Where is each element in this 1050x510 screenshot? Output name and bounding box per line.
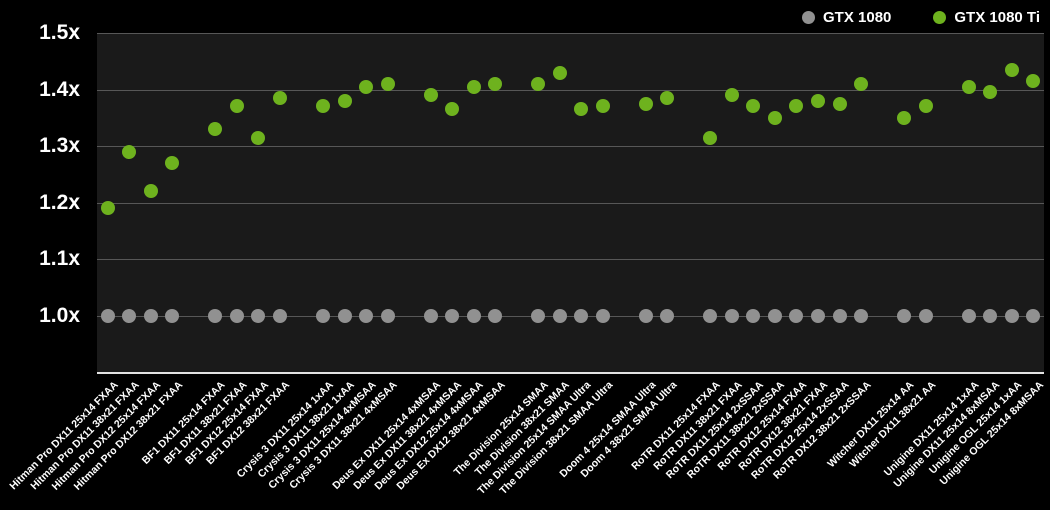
- data-point-gtx-1080: [531, 308, 546, 323]
- data-point-gtx-1080: [359, 308, 374, 323]
- data-point-gtx-1080: [251, 308, 266, 323]
- y-tick-label: 1.2x: [39, 190, 80, 214]
- data-point-gtx-1080: [724, 308, 739, 323]
- data-point-gtx-1080: [380, 308, 395, 323]
- data-point-gtx-1080: [423, 308, 438, 323]
- gridline: [97, 89, 1044, 91]
- data-point-gtx-1080-ti: [703, 130, 718, 145]
- data-point-gtx-1080-ti: [918, 99, 933, 114]
- data-point-gtx-1080-ti: [746, 99, 761, 114]
- legend-item-gtx-1080-ti: GTX 1080 Ti: [933, 9, 1040, 26]
- data-point-gtx-1080: [315, 308, 330, 323]
- data-point-gtx-1080-ti: [337, 93, 352, 108]
- data-point-gtx-1080-ti: [854, 76, 869, 91]
- y-tick-label: 1.5x: [39, 21, 80, 44]
- y-tick-label: 1.0x: [39, 303, 80, 327]
- data-point-gtx-1080: [466, 308, 481, 323]
- legend: GTX 1080 GTX 1080 Ti: [802, 9, 1040, 26]
- data-point-gtx-1080: [983, 308, 998, 323]
- gridline: [97, 33, 1044, 34]
- data-point-gtx-1080-ti: [208, 122, 223, 137]
- data-point-gtx-1080: [100, 308, 115, 323]
- gridline: [97, 315, 1044, 317]
- data-point-gtx-1080: [897, 308, 912, 323]
- data-point-gtx-1080-ti: [380, 76, 395, 91]
- data-point-gtx-1080: [229, 308, 244, 323]
- data-point-gtx-1080-ti: [552, 65, 567, 80]
- data-point-gtx-1080: [746, 308, 761, 323]
- data-point-gtx-1080-ti: [315, 99, 330, 114]
- data-point-gtx-1080: [574, 308, 589, 323]
- gridline: [97, 146, 1044, 147]
- legend-label-gtx-1080: GTX 1080: [823, 9, 892, 26]
- data-point-gtx-1080-ti: [359, 79, 374, 94]
- x-tick-label: Unigine OGL 25x14 1xAA: [926, 379, 1025, 477]
- data-point-gtx-1080: [918, 308, 933, 323]
- data-point-gtx-1080: [208, 308, 223, 323]
- data-point-gtx-1080-ti: [488, 76, 503, 91]
- legend-label-gtx-1080-ti: GTX 1080 Ti: [954, 9, 1040, 26]
- data-point-gtx-1080-ti: [251, 130, 266, 145]
- data-point-gtx-1080-ti: [897, 110, 912, 125]
- legend-marker-gtx-1080-ti-icon: [933, 11, 947, 24]
- data-point-gtx-1080: [703, 308, 718, 323]
- data-point-gtx-1080-ti: [531, 76, 546, 91]
- data-point-gtx-1080-ti: [724, 88, 739, 103]
- legend-marker-gtx-1080-icon: [802, 11, 816, 24]
- data-point-gtx-1080: [122, 308, 137, 323]
- data-point-gtx-1080-ti: [423, 88, 438, 103]
- data-point-gtx-1080: [165, 308, 180, 323]
- data-point-gtx-1080-ti: [143, 184, 158, 199]
- data-point-gtx-1080-ti: [272, 90, 287, 105]
- data-point-gtx-1080-ti: [595, 99, 610, 114]
- data-point-gtx-1080: [488, 308, 503, 323]
- data-point-gtx-1080-ti: [961, 79, 976, 94]
- y-tick-label: 1.3x: [39, 134, 80, 157]
- data-point-gtx-1080-ti: [466, 79, 481, 94]
- data-point-gtx-1080-ti: [832, 96, 847, 111]
- data-point-gtx-1080: [961, 308, 976, 323]
- data-point-gtx-1080: [445, 308, 460, 323]
- y-tick-label: 1.1x: [39, 247, 80, 270]
- data-point-gtx-1080: [811, 308, 825, 323]
- y-tick-label: 1.4x: [39, 77, 80, 101]
- data-point-gtx-1080: [832, 308, 847, 323]
- data-point-gtx-1080-ti: [229, 99, 244, 114]
- data-point-gtx-1080: [638, 308, 653, 323]
- data-point-gtx-1080-ti: [789, 99, 804, 114]
- data-point-gtx-1080: [595, 308, 610, 323]
- data-point-gtx-1080: [1004, 308, 1019, 323]
- data-point-gtx-1080-ti: [100, 201, 115, 216]
- data-point-gtx-1080-ti: [983, 85, 998, 100]
- data-point-gtx-1080-ti: [1004, 62, 1019, 77]
- data-point-gtx-1080: [143, 308, 158, 323]
- data-point-gtx-1080-ti: [445, 102, 460, 117]
- data-point-gtx-1080-ti: [1026, 74, 1041, 89]
- data-point-gtx-1080: [272, 308, 287, 323]
- data-point-gtx-1080-ti: [767, 110, 782, 125]
- data-point-gtx-1080-ti: [574, 102, 589, 117]
- data-point-gtx-1080: [767, 308, 782, 323]
- data-point-gtx-1080: [552, 308, 567, 323]
- data-point-gtx-1080: [337, 308, 352, 323]
- data-point-gtx-1080: [1026, 308, 1041, 323]
- gridline: [97, 259, 1044, 260]
- gridline: [97, 202, 1044, 204]
- data-point-gtx-1080-ti: [660, 90, 675, 105]
- data-point-gtx-1080-ti: [811, 93, 825, 108]
- data-point-gtx-1080-ti: [165, 155, 180, 170]
- plot-area: [97, 33, 1044, 374]
- data-point-gtx-1080: [854, 308, 869, 323]
- legend-item-gtx-1080: GTX 1080: [802, 9, 891, 26]
- data-point-gtx-1080-ti: [638, 96, 653, 111]
- data-point-gtx-1080-ti: [122, 144, 137, 159]
- data-point-gtx-1080: [789, 308, 804, 323]
- data-point-gtx-1080: [660, 308, 675, 323]
